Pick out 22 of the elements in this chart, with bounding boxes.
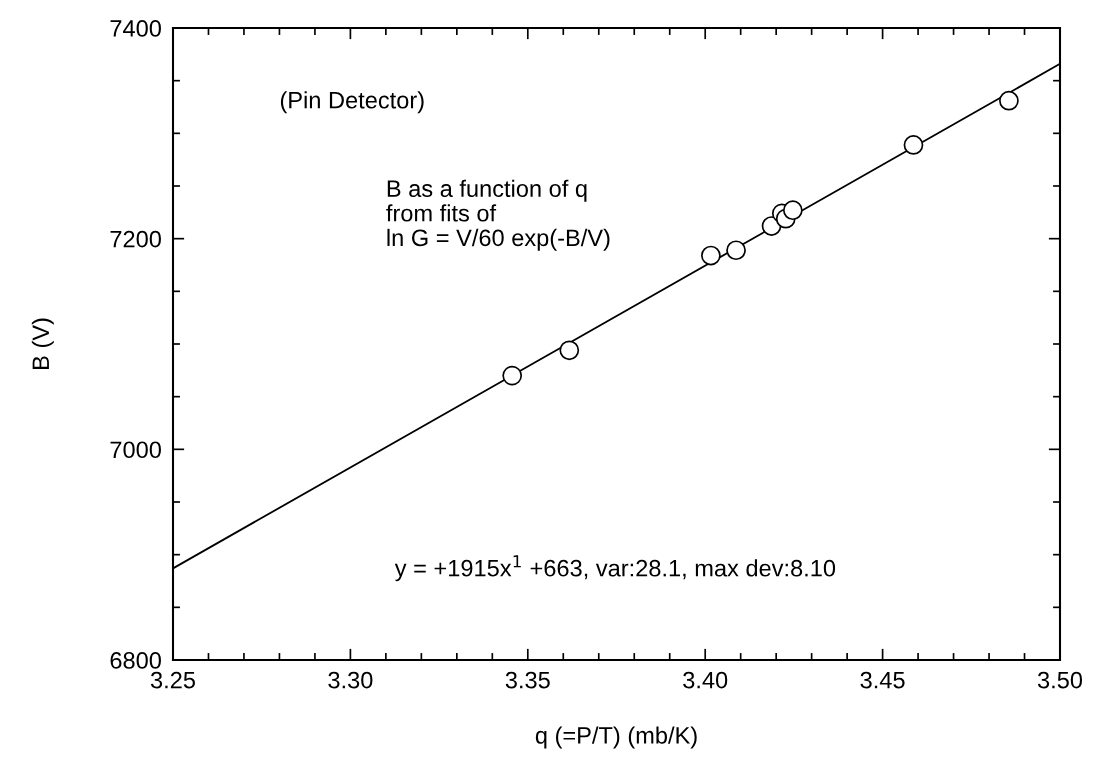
x-tick-label: 3.25 <box>150 671 195 689</box>
x-tick-label: 3.30 <box>328 671 373 689</box>
x-tick-label: 3.40 <box>683 671 728 689</box>
x-axis-title: q (=P/T) (mb/K) <box>535 726 697 749</box>
x-tick-label: 3.50 <box>1037 671 1083 689</box>
point <box>782 200 803 221</box>
point <box>502 365 523 386</box>
y-tick-label: 7200 <box>110 230 161 248</box>
annotation: y = +1915x$^{1}$ +663, var:28.1, max dev:8.10 <box>394 555 836 582</box>
point <box>701 245 721 266</box>
annotation: (Pin Detector) <box>280 91 424 114</box>
y-tick-label: 7400 <box>110 20 161 37</box>
x-tick-label: 3.35 <box>505 671 550 689</box>
x-tick-label: 3.45 <box>860 671 905 689</box>
point <box>903 135 924 155</box>
point <box>726 240 746 261</box>
point <box>559 340 580 361</box>
y-tick-label: 6800 <box>110 652 161 669</box>
point <box>999 90 1019 111</box>
annotation: B as a function of q from fits of ln G = V/60 exp(-B/V) <box>386 179 610 251</box>
y-axis-title: B (V) <box>31 318 54 369</box>
y-tick-label: 7000 <box>110 441 161 459</box>
